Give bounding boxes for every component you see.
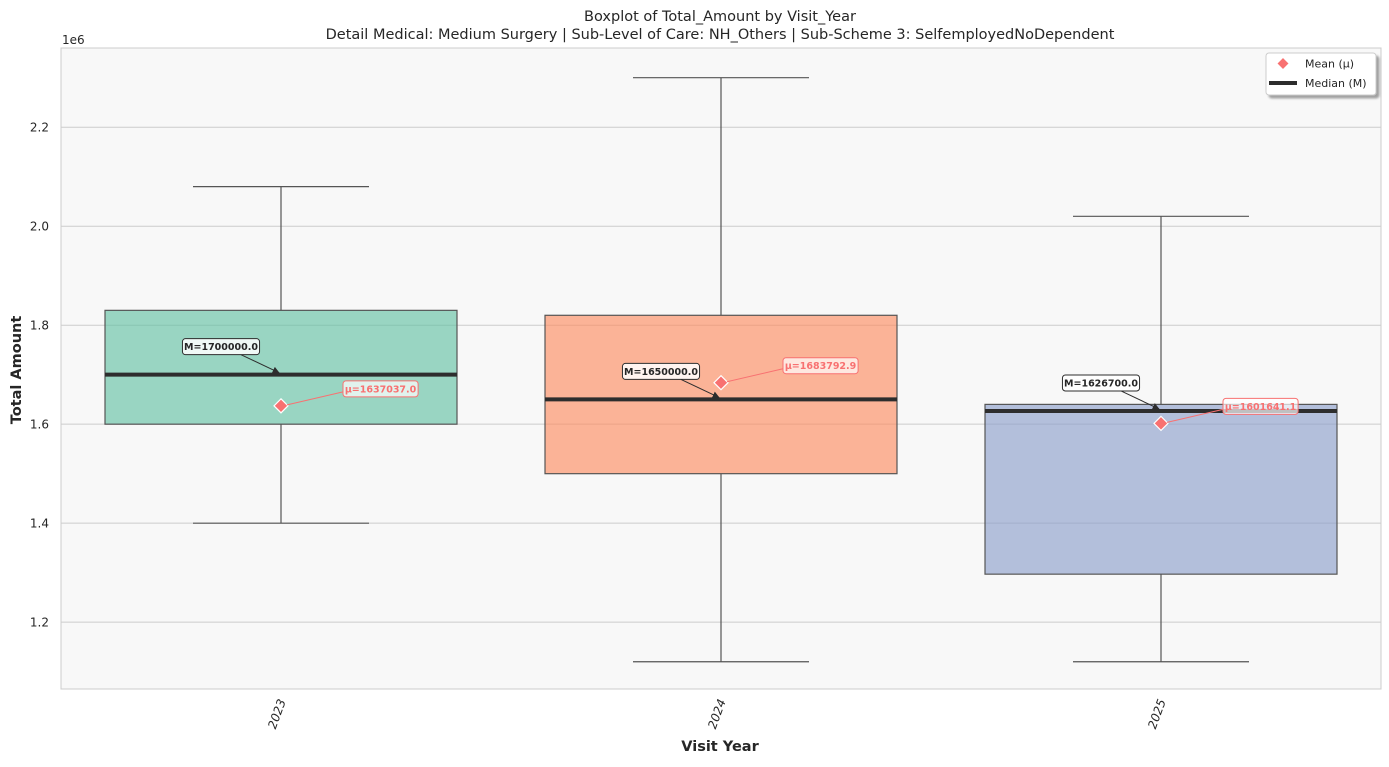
legend-mean-marker-icon: [1276, 56, 1290, 71]
x-tick-label: 2025: [1145, 697, 1169, 730]
iqr-box: [984, 403, 1338, 575]
chart-subtitle: Detail Medical: Medium Surgery | Sub-Lev…: [326, 27, 1115, 43]
x-tick-label: 2024: [705, 697, 729, 730]
y-tick-label: 1.8: [30, 319, 49, 333]
mean-label-box: [782, 357, 859, 375]
median-label-box: [621, 362, 701, 380]
boxes: M=1700000.0 μ=1637037.0 M=1650000.0 μ=16837…: [104, 77, 1338, 663]
median-label-box: [181, 338, 261, 356]
mean-value-label: μ=1601641.1: [1225, 402, 1296, 413]
legend: Mean (μ) Median (M): [1265, 52, 1377, 96]
mean-connector: [726, 368, 784, 383]
mean-value-label: μ=1683792.9: [785, 361, 856, 372]
median-value-label: M=1626700.0: [1064, 378, 1138, 389]
x-axis-label: Visit Year: [681, 739, 759, 755]
mean-label-box: [342, 380, 419, 398]
median-value-label: M=1650000.0: [624, 367, 698, 378]
y-axis-label: Total Amount: [9, 316, 25, 425]
mean-connector: [286, 391, 344, 406]
legend-median-label: Median (M): [1305, 77, 1367, 90]
box-group-2024: M=1650000.0 μ=1683792.9: [544, 77, 898, 663]
iqr-box: [544, 314, 898, 475]
median-arrow: [1120, 390, 1160, 410]
x-axis: 2023 2024 2025: [265, 697, 1169, 730]
y-tick-label: 1.6: [30, 418, 49, 432]
mean-marker: [1153, 415, 1169, 432]
y-offset-label: 1e6: [62, 33, 85, 47]
legend-mean-label: Mean (μ): [1305, 58, 1354, 71]
y-tick-label: 2.2: [30, 121, 49, 135]
y-tick-label: 1.4: [30, 517, 49, 531]
y-axis: 1.2 1.4 1.6 1.8 2.0 2.2: [30, 121, 49, 630]
y-tick-label: 2.0: [30, 220, 49, 234]
box-group-2023: M=1700000.0 μ=1637037.0: [104, 185, 458, 524]
y-tick-label: 1.2: [30, 616, 49, 630]
chart-title: Boxplot of Total_Amount by Visit_Year: [584, 9, 856, 25]
median-arrow: [680, 378, 720, 398]
box-group-2025: M=1626700.0 μ=1601641.1: [984, 215, 1338, 663]
median-value-label: M=1700000.0: [184, 342, 258, 353]
mean-marker: [713, 374, 729, 391]
x-tick-label: 2023: [265, 697, 289, 730]
mean-value-label: μ=1637037.0: [345, 384, 417, 395]
mean-connector: [1166, 408, 1224, 423]
mean-label-box: [1222, 397, 1299, 415]
median-arrow: [240, 354, 280, 374]
mean-marker: [273, 398, 289, 414]
median-label-box: [1061, 374, 1141, 392]
